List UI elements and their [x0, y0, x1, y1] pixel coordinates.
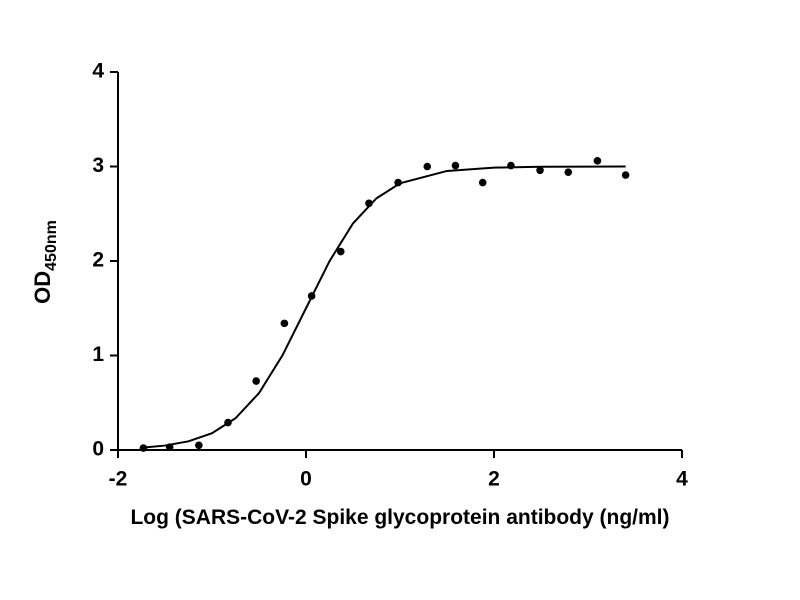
- y-axis-title-sub: 450nm: [43, 220, 60, 271]
- data-point: [478, 178, 487, 187]
- data-point: [252, 377, 260, 385]
- y-tick-label: 2: [92, 249, 104, 272]
- data-point: [564, 168, 573, 176]
- x-axis-title: Log (SARS-CoV-2 Spike glycoprotein antib…: [130, 506, 669, 529]
- x-tick-label: 2: [488, 468, 500, 491]
- data-point: [195, 441, 203, 450]
- y-axis-title-main: OD: [30, 271, 55, 304]
- data-point: [280, 319, 289, 328]
- x-tick-label: 0: [300, 468, 312, 491]
- y-tick-label: 0: [92, 438, 104, 461]
- data-point: [423, 162, 432, 171]
- data-point: [593, 157, 602, 165]
- data-point: [621, 171, 630, 179]
- x-tick-label: 4: [676, 468, 688, 491]
- fit-curve: [141, 165, 626, 449]
- x-tick-label: -2: [109, 468, 128, 491]
- data-point: [451, 161, 460, 170]
- y-tick-label: 3: [92, 154, 104, 177]
- y-tick-label: 1: [92, 343, 104, 366]
- data-point: [536, 166, 544, 175]
- y-axis-title: OD450nm: [30, 220, 60, 304]
- y-tick-label: 4: [92, 60, 104, 83]
- data-point: [336, 247, 345, 256]
